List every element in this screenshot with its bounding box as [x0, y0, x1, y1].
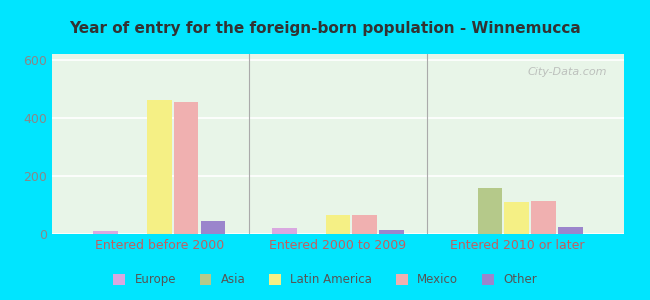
Bar [478, 188, 502, 234]
Text: Year of entry for the foreign-born population - Winnemucca: Year of entry for the foreign-born popul… [69, 21, 581, 36]
Bar [380, 230, 404, 234]
Bar [558, 227, 582, 234]
Bar [201, 221, 225, 234]
Bar [147, 100, 172, 234]
Text: City-Data.com: City-Data.com [527, 67, 607, 76]
Bar [352, 215, 377, 234]
Bar [531, 201, 556, 234]
Bar [272, 228, 296, 234]
Bar [94, 231, 118, 234]
Legend: Europe, Asia, Latin America, Mexico, Other: Europe, Asia, Latin America, Mexico, Oth… [109, 269, 541, 291]
Bar [174, 102, 198, 234]
Bar [504, 202, 529, 234]
Bar [326, 215, 350, 234]
